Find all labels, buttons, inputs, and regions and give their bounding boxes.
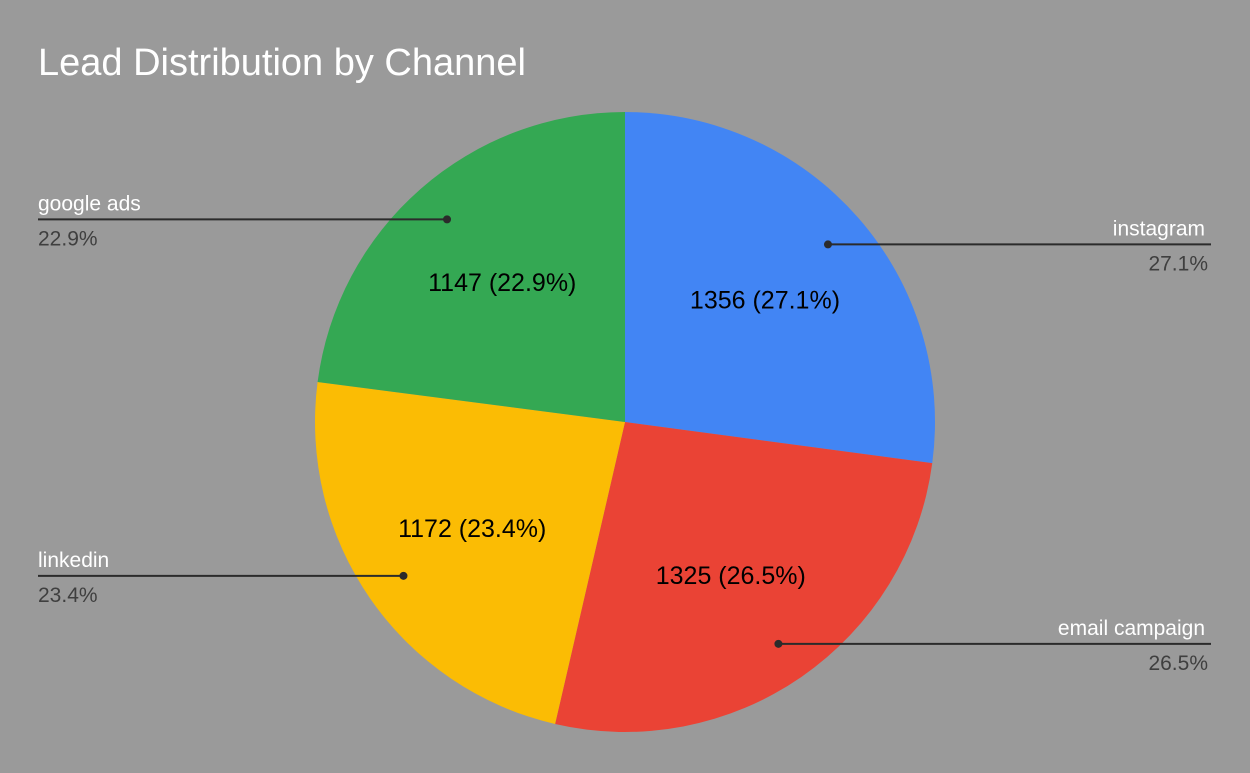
slice-value-label-email-campaign: 1325 (26.5%): [656, 562, 806, 590]
callout-percent-linkedin: 23.4%: [38, 584, 98, 607]
callout-dot-linkedin: [399, 571, 408, 580]
pie-slice-instagram: [625, 112, 935, 464]
callout-dot-google-ads: [443, 215, 452, 224]
callout-name-email-campaign: email campaign: [1058, 617, 1205, 640]
pie-slice-google-ads: [317, 112, 625, 422]
callout-dot-instagram: [823, 240, 832, 249]
slice-value-label-linkedin: 1172 (23.4%): [398, 515, 546, 543]
callout-percent-email-campaign: 26.5%: [1148, 652, 1208, 675]
callout-name-linkedin: linkedin: [38, 549, 109, 572]
callout-percent-google-ads: 22.9%: [38, 227, 98, 250]
chart-title: Lead Distribution by Channel: [38, 42, 526, 84]
callout-name-google-ads: google ads: [38, 192, 141, 215]
pie-slice-email-campaign: [555, 422, 933, 732]
slice-value-label-google-ads: 1147 (22.9%): [428, 269, 576, 297]
callout-percent-instagram: 27.1%: [1148, 252, 1208, 275]
pie-slice-linkedin: [315, 381, 625, 725]
callout-dot-email-campaign: [774, 639, 783, 648]
callout-name-instagram: instagram: [1113, 217, 1205, 240]
slice-value-label-instagram: 1356 (27.1%): [690, 287, 840, 315]
